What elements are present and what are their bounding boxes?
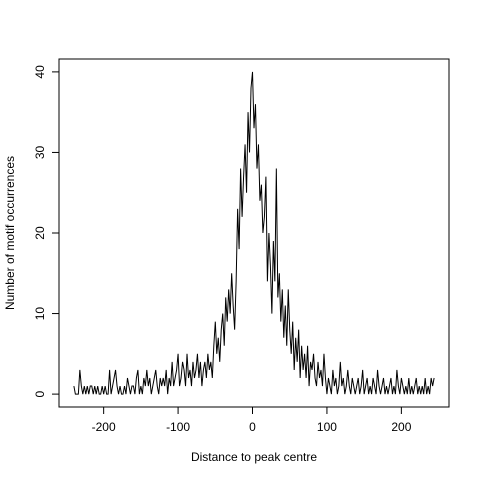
y-tick-label: 40 [33,65,47,79]
x-tick-label: -200 [92,420,116,434]
data-line [73,71,435,395]
y-tick-label: 20 [33,226,47,240]
y-axis-label: Number of motif occurrences [3,156,17,310]
x-tick-label: 0 [249,420,256,434]
y-tick-label: 0 [33,390,47,397]
x-tick-label: 100 [317,420,337,434]
y-tick-label: 10 [33,307,47,321]
x-axis-label: Distance to peak centre [191,450,317,464]
y-tick-label: 30 [33,145,47,159]
x-tick-label: 200 [391,420,411,434]
x-tick-label: -100 [166,420,190,434]
